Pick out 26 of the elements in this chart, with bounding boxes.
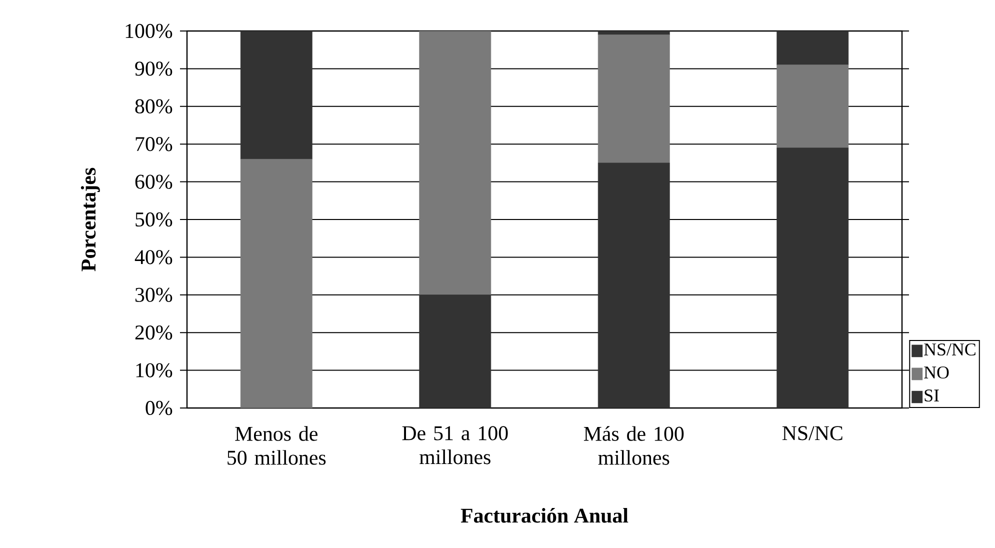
y-tick-label: 30% [135, 288, 172, 302]
x-axis-title: Facturación Anual [460, 508, 628, 523]
x-tick-label: De 51 a 100 millones [402, 426, 508, 464]
y-tick-label: 20% [135, 326, 172, 340]
bar [240, 30, 312, 160]
x-tick-label: Más de 100 millones [584, 426, 684, 465]
bar [419, 30, 492, 296]
x-tick-label: NS/NC [782, 426, 842, 440]
y-tick-label: 10% [136, 363, 172, 378]
bar [776, 64, 849, 148]
y-axis-title: Porcentajes [80, 168, 100, 272]
y-tick-label: 0% [146, 400, 172, 416]
legend-label: NS/NC [924, 343, 976, 356]
y-tick-label: 50% [136, 212, 172, 227]
bar [598, 34, 670, 164]
x-tick-label: Menos de 50 millones [228, 426, 326, 465]
y-tick-label: 70% [136, 137, 172, 152]
legend-label: SI [924, 389, 939, 402]
y-tick-label: 90% [135, 62, 172, 76]
y-tick-label: 60% [135, 174, 172, 189]
y-tick-label: 80% [135, 99, 172, 114]
bar [776, 30, 849, 66]
legend-label: NO [924, 366, 949, 379]
bar [240, 158, 312, 408]
y-tick-label: 100% [126, 24, 172, 38]
y-tick-label: 40% [134, 250, 172, 264]
